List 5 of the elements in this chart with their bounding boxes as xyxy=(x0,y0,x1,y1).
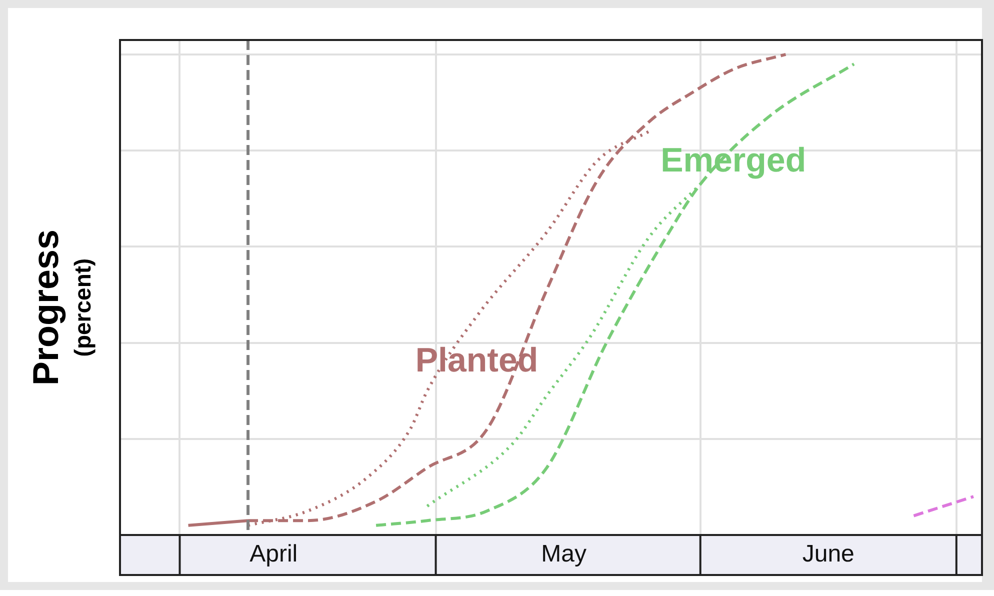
x-tick-label: May xyxy=(541,540,586,568)
series-label: Emerged xyxy=(660,142,806,180)
x-tick-label: June xyxy=(802,540,854,568)
x-tick-label: April xyxy=(250,540,298,568)
y-axis-title: Progress (percent) xyxy=(24,229,96,386)
